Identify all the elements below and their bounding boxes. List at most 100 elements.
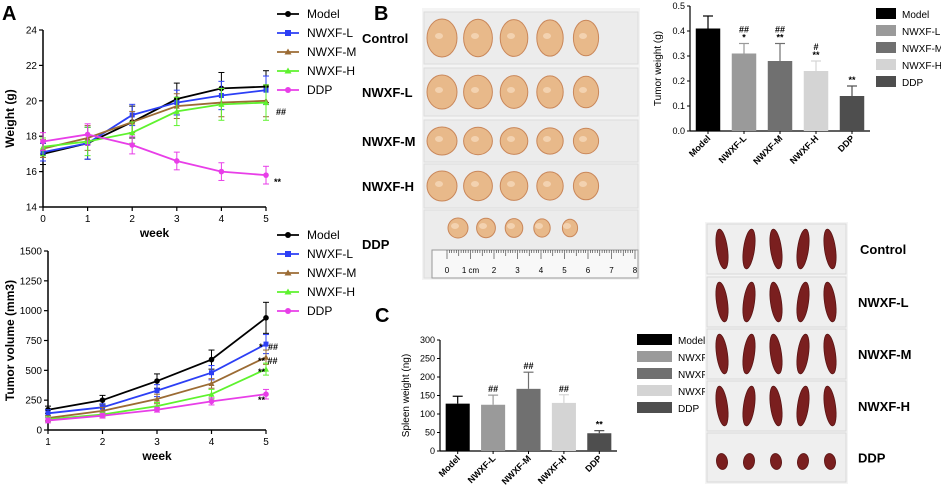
significance-label: ## — [775, 25, 785, 35]
significance-label: * — [259, 342, 263, 352]
tumor-specimen — [463, 126, 493, 156]
tumor-highlight — [435, 33, 443, 39]
y-tick-label: 22 — [26, 61, 38, 72]
legend-marker — [284, 48, 292, 55]
data-point — [174, 158, 180, 164]
x-tick-label: 4 — [219, 214, 225, 225]
legend-label-model: Model — [902, 10, 929, 21]
y-tick-label: 250 — [420, 354, 435, 364]
tumor-specimen — [499, 127, 529, 155]
x-tick-label: 4 — [209, 437, 215, 448]
x-tick-label-nwxf-l: NWXF-L — [717, 133, 749, 165]
ruler-number: 3 — [515, 266, 520, 275]
legend-label-nwxf-h: NWXF-H — [307, 285, 355, 299]
tumor-highlight — [507, 181, 515, 187]
spleen-specimen — [823, 333, 837, 375]
legend-label-nwxf-h: NWXF-H — [307, 64, 355, 78]
ruler-number: 4 — [539, 266, 544, 275]
tumor-specimen — [572, 75, 600, 109]
tumor-highlight — [579, 33, 587, 39]
y-axis-title: Tumor weight (g) — [653, 31, 664, 106]
bar-model — [445, 403, 470, 451]
tumor-specimen — [572, 171, 600, 201]
y-axis-title: Tumor volume (mm3) — [3, 280, 17, 401]
data-point — [45, 417, 51, 424]
legend-label-nwxf-l: NWXF-L — [307, 26, 353, 40]
y-tick-label: 18 — [26, 132, 38, 143]
bar-nwxf-l — [731, 53, 757, 131]
x-tick-label: 2 — [100, 437, 106, 448]
spleen-specimen — [742, 281, 756, 323]
significance-label: ## — [268, 342, 278, 352]
ruler-number: 5 — [562, 266, 567, 275]
tumor-highlight — [579, 136, 587, 142]
x-tick-label: 3 — [174, 214, 180, 225]
tumor-specimen — [447, 217, 469, 239]
legend-swatch-nwxf-m — [637, 368, 672, 379]
significance-label: ## — [559, 384, 569, 394]
spleen-specimen — [769, 228, 783, 270]
significance-label: ## — [276, 107, 286, 117]
bar-nwxf-l — [481, 404, 506, 451]
series-line-model — [42, 85, 267, 155]
tumor-specimen — [426, 74, 458, 110]
bar-model — [695, 28, 721, 131]
tumor-highlight — [543, 33, 551, 39]
y-tick-label: 250 — [25, 396, 42, 407]
significance-label: * — [742, 33, 746, 43]
y-tick-label: 750 — [25, 336, 42, 347]
tumor-photo-panel: Control NWXF-L NWXF-M NWXF-H DDP 0 1 cm 2 3 4 5 6 7 8 — [362, 8, 640, 280]
tumor-highlight — [479, 223, 487, 229]
series-line-nwxf-l — [42, 89, 267, 154]
legend-marker — [285, 87, 291, 93]
spleen-specimen — [715, 281, 729, 323]
tumor-specimen — [536, 75, 564, 109]
legend-swatch-ddp — [876, 76, 896, 87]
spleen-specimen — [742, 333, 756, 375]
bar-ddp — [587, 433, 612, 451]
y-tick-label: 500 — [25, 366, 42, 377]
legend-label-nwxf-l: NWXF-L — [307, 247, 353, 261]
significance-label: ** ## — [258, 356, 278, 366]
bar-nwxf-m — [516, 388, 541, 451]
data-point — [154, 378, 160, 384]
y-tick-label: 0.0 — [672, 126, 685, 136]
bar-nwxf-h — [551, 402, 576, 451]
x-tick-label: 1 — [85, 214, 91, 225]
spleen-specimen — [715, 385, 729, 427]
spleen-specimen — [824, 453, 836, 470]
spleen-specimen — [742, 228, 756, 270]
tumor-row-label-control: Control — [362, 31, 408, 46]
legend-marker — [285, 30, 291, 36]
legend-marker — [284, 67, 292, 74]
data-point — [129, 129, 136, 136]
ruler-number: 1 cm — [462, 266, 480, 275]
legend-label-nwxf-m: NWXF-M — [307, 266, 356, 280]
legend-swatch-model — [876, 8, 896, 19]
data-point — [129, 142, 135, 148]
x-tick-label-nwxf-h: NWXF-H — [788, 133, 821, 166]
y-tick-label: 50 — [425, 428, 435, 438]
data-point — [263, 391, 269, 398]
tumor-specimen — [426, 18, 458, 58]
spleen-specimen — [742, 385, 756, 427]
tumor-highlight — [435, 136, 443, 142]
data-point — [263, 99, 269, 106]
data-point — [263, 366, 269, 372]
significance-label: ## — [523, 361, 533, 371]
tumor-specimen — [572, 127, 600, 155]
spleen-specimen — [769, 333, 783, 375]
data-point — [218, 168, 225, 175]
legend-marker — [285, 251, 291, 257]
legend-marker — [285, 308, 291, 314]
data-point — [208, 380, 215, 386]
y-axis-title: Weight (g) — [3, 89, 17, 147]
data-point — [208, 398, 215, 405]
legend-swatch-nwxf-l — [637, 351, 672, 362]
tumor-specimen — [499, 171, 529, 201]
tumor-specimen — [463, 170, 493, 202]
significance-label: ** — [258, 367, 266, 377]
x-tick-label-ddp: DDP — [836, 133, 857, 154]
